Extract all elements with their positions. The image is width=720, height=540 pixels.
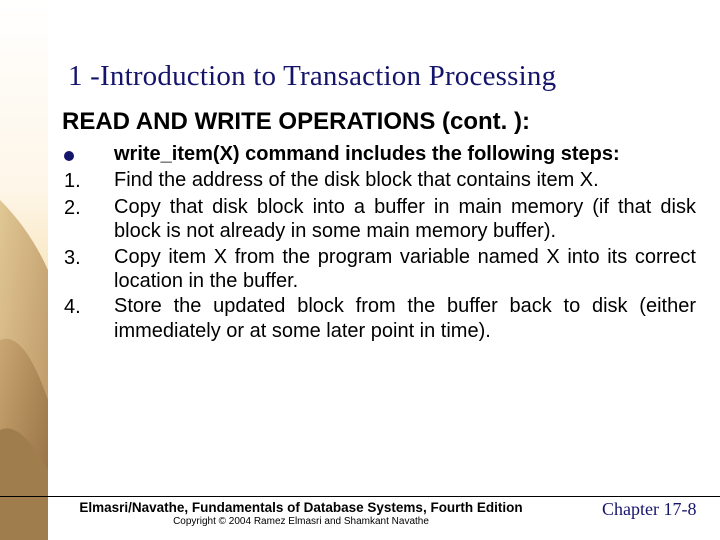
intro-text: write_item(X) command includes the follo…: [114, 142, 696, 167]
list-number: 1.: [62, 168, 114, 193]
list-text: Store the updated block from the buffer …: [114, 294, 696, 343]
list-text: Find the address of the disk block that …: [114, 168, 696, 193]
footer-chapter: Chapter 17-8: [602, 497, 720, 520]
footer-book-title: Elmasri/Navathe, Fundamentals of Databas…: [0, 500, 602, 515]
list-item: 4. Store the updated block from the buff…: [62, 294, 696, 343]
sidebar-decoration: [0, 0, 48, 540]
list-item: 2. Copy that disk block into a buffer in…: [62, 195, 696, 244]
list-number: 3.: [62, 245, 114, 294]
slide-title: 1 -Introduction to Transaction Processin…: [68, 60, 700, 93]
list-item: 3. Copy item X from the program variable…: [62, 245, 696, 294]
slide-content: write_item(X) command includes the follo…: [62, 142, 696, 344]
bullet-icon: [62, 142, 114, 167]
list-text: Copy that disk block into a buffer in ma…: [114, 195, 696, 244]
slide-subtitle: READ AND WRITE OPERATIONS (cont. ):: [62, 108, 700, 136]
list-number: 2.: [62, 195, 114, 244]
list-text: Copy item X from the program variable na…: [114, 245, 696, 294]
slide-footer: Elmasri/Navathe, Fundamentals of Databas…: [0, 496, 720, 540]
slide: 1 -Introduction to Transaction Processin…: [0, 0, 720, 540]
list-item: 1. Find the address of the disk block th…: [62, 168, 696, 193]
footer-copyright: Copyright © 2004 Ramez Elmasri and Shamk…: [0, 516, 602, 527]
footer-left: Elmasri/Navathe, Fundamentals of Databas…: [0, 497, 602, 527]
list-number: 4.: [62, 294, 114, 343]
intro-row: write_item(X) command includes the follo…: [62, 142, 696, 167]
